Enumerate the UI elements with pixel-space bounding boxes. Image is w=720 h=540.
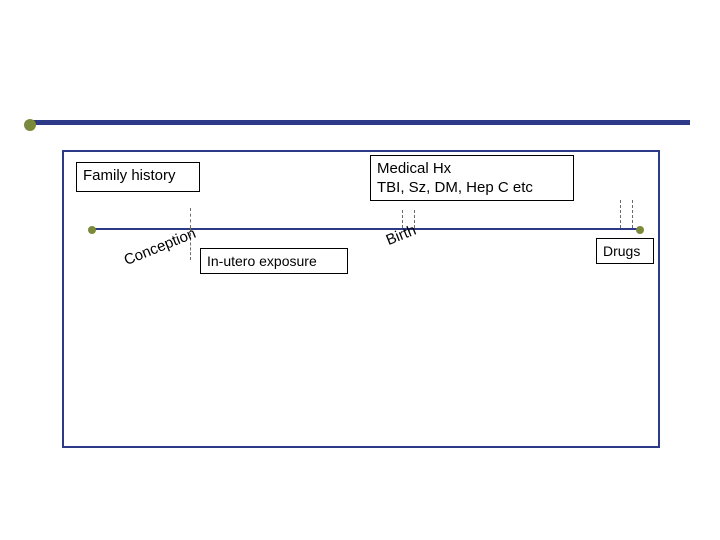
family-history-label: Family history <box>83 167 176 184</box>
medical-hx-line2: TBI, Sz, DM, Hep C etc <box>377 179 567 198</box>
title-divider <box>30 120 690 125</box>
drugs-label: Drugs <box>603 243 640 259</box>
medical-hx-line1: Medical Hx <box>377 160 567 179</box>
timeline-tick <box>632 200 633 228</box>
timeline-tick <box>620 200 621 228</box>
in-utero-label: In-utero exposure <box>207 253 317 269</box>
title-divider-bullet <box>24 119 36 131</box>
timeline-endcap-end <box>636 226 644 234</box>
timeline-tick <box>414 210 415 228</box>
in-utero-box: In-utero exposure <box>200 248 348 274</box>
drugs-box: Drugs <box>596 238 654 264</box>
timeline-axis <box>92 228 640 230</box>
medical-hx-box: Medical HxTBI, Sz, DM, Hep C etc <box>370 155 574 201</box>
timeline-endcap-start <box>88 226 96 234</box>
family-history-box: Family history <box>76 162 200 192</box>
